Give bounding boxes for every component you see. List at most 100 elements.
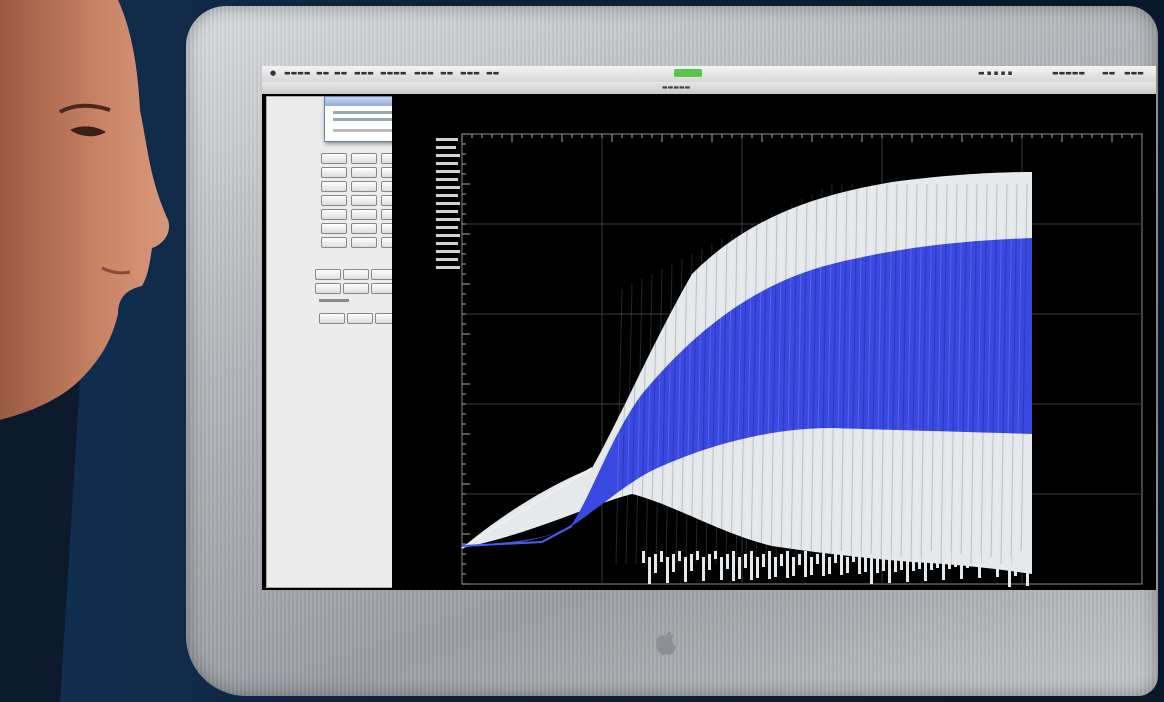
panel-button[interactable]	[321, 167, 347, 178]
panel-button[interactable]	[343, 269, 369, 280]
waveform-spike	[960, 554, 963, 579]
waveform-spike	[996, 554, 999, 577]
waveform-striation	[790, 201, 798, 565]
waveform-spike	[840, 551, 843, 575]
waveform-spike	[1002, 551, 1005, 566]
waveform-striation	[795, 198, 803, 565]
panel-button[interactable]	[351, 167, 377, 178]
waveform-striation	[905, 183, 913, 565]
waveform-spike	[888, 554, 891, 583]
waveform-striation	[945, 183, 953, 565]
waveform-spike	[912, 551, 915, 571]
waveform-spike	[906, 554, 909, 582]
panel-button[interactable]	[347, 313, 373, 324]
waveform-spike	[696, 551, 699, 560]
waveform-spike	[1020, 551, 1023, 565]
waveform-striation	[660, 266, 668, 565]
popup-text-line	[333, 129, 437, 132]
waveform-striation	[915, 183, 923, 565]
waveform-striation	[825, 183, 833, 565]
waveform-spike	[1014, 554, 1017, 576]
waveform-striation	[965, 183, 973, 565]
waveform-striation	[960, 183, 968, 565]
waveform-striation	[635, 278, 643, 565]
popup-text-line	[333, 111, 429, 114]
waveform-spike	[894, 551, 897, 572]
waveform-striation	[770, 211, 778, 565]
waveform-spike	[966, 551, 969, 568]
waveform-striation	[780, 206, 788, 565]
panel-button[interactable]	[321, 209, 347, 220]
waveform-striation	[875, 183, 883, 565]
panel-text-line	[319, 299, 349, 302]
panel-button[interactable]	[315, 269, 341, 280]
waveform-striation	[885, 183, 893, 565]
waveform-spike	[750, 551, 753, 580]
waveform-striation	[720, 236, 728, 565]
panel-button[interactable]	[321, 181, 347, 192]
panel-button[interactable]	[343, 283, 369, 294]
waveform-striation	[625, 283, 633, 565]
panel-button[interactable]	[351, 209, 377, 220]
waveform-spike	[774, 557, 777, 577]
waveform-spike	[816, 554, 819, 564]
panel-button[interactable]	[351, 237, 377, 248]
waveform-striation	[985, 183, 993, 565]
waveform-striation	[690, 251, 698, 565]
panel-button[interactable]	[321, 237, 347, 248]
waveform-spike	[858, 551, 861, 574]
waveform-striation	[950, 183, 958, 565]
waveform-striation	[975, 183, 983, 565]
waveform-spike	[726, 554, 729, 569]
waveform-striation	[675, 258, 683, 565]
waveform-striation	[630, 281, 638, 565]
waveform-striation	[680, 256, 688, 565]
panel-button[interactable]	[321, 153, 347, 164]
waveform-striation	[715, 238, 723, 565]
waveform-striation	[835, 183, 843, 565]
waveform-spike	[930, 551, 933, 570]
waveform-striation	[655, 268, 663, 565]
panel-button[interactable]	[351, 181, 377, 192]
waveform-striation	[1005, 183, 1013, 565]
monitor-display: ● ▬▬▬▬ ▬▬ ▬▬ ▬▬▬ ▬▬▬▬ ▬▬▬ ▬▬ ▬▬▬ ▬▬ ▬ ▪ …	[262, 66, 1156, 590]
waveform-striation	[1015, 183, 1023, 565]
waveform-spike	[810, 557, 813, 575]
waveform-striation	[880, 183, 888, 565]
waveform-spike	[822, 551, 825, 576]
panel-button[interactable]	[319, 313, 345, 324]
waveform-striation	[855, 183, 863, 565]
waveform-spike	[984, 551, 987, 567]
waveform-striation	[1000, 183, 1008, 565]
waveform-striation	[920, 183, 928, 565]
waveform-striation	[785, 203, 793, 565]
waveform-striation	[640, 276, 648, 565]
waveform-striation	[990, 183, 998, 565]
waveform-spike	[732, 551, 735, 581]
waveform-spike	[792, 557, 795, 576]
waveform-striation	[845, 183, 853, 565]
waveform-spike	[768, 551, 771, 579]
waveform-striation	[970, 183, 978, 565]
waveform-striation	[760, 216, 768, 565]
waveform-striation	[850, 183, 858, 565]
waveform-spike	[660, 551, 663, 562]
panel-button[interactable]	[315, 283, 341, 294]
waveform-spike	[990, 557, 993, 565]
waveform-striation	[710, 241, 718, 565]
panel-button[interactable]	[351, 195, 377, 206]
menubar-status-indicator	[674, 69, 702, 77]
panel-button[interactable]	[351, 153, 377, 164]
waveform-spike	[900, 557, 903, 570]
waveform-striation	[1010, 183, 1018, 565]
waveform-start-trace	[461, 467, 593, 549]
panel-button[interactable]	[351, 223, 377, 234]
panel-button[interactable]	[321, 223, 347, 234]
waveform-spike	[924, 554, 927, 581]
waveform-spike	[846, 557, 849, 573]
panel-button[interactable]	[321, 195, 347, 206]
waveform-striation	[750, 221, 758, 565]
waveform-striation	[740, 226, 748, 565]
waveform-striation	[995, 183, 1003, 565]
